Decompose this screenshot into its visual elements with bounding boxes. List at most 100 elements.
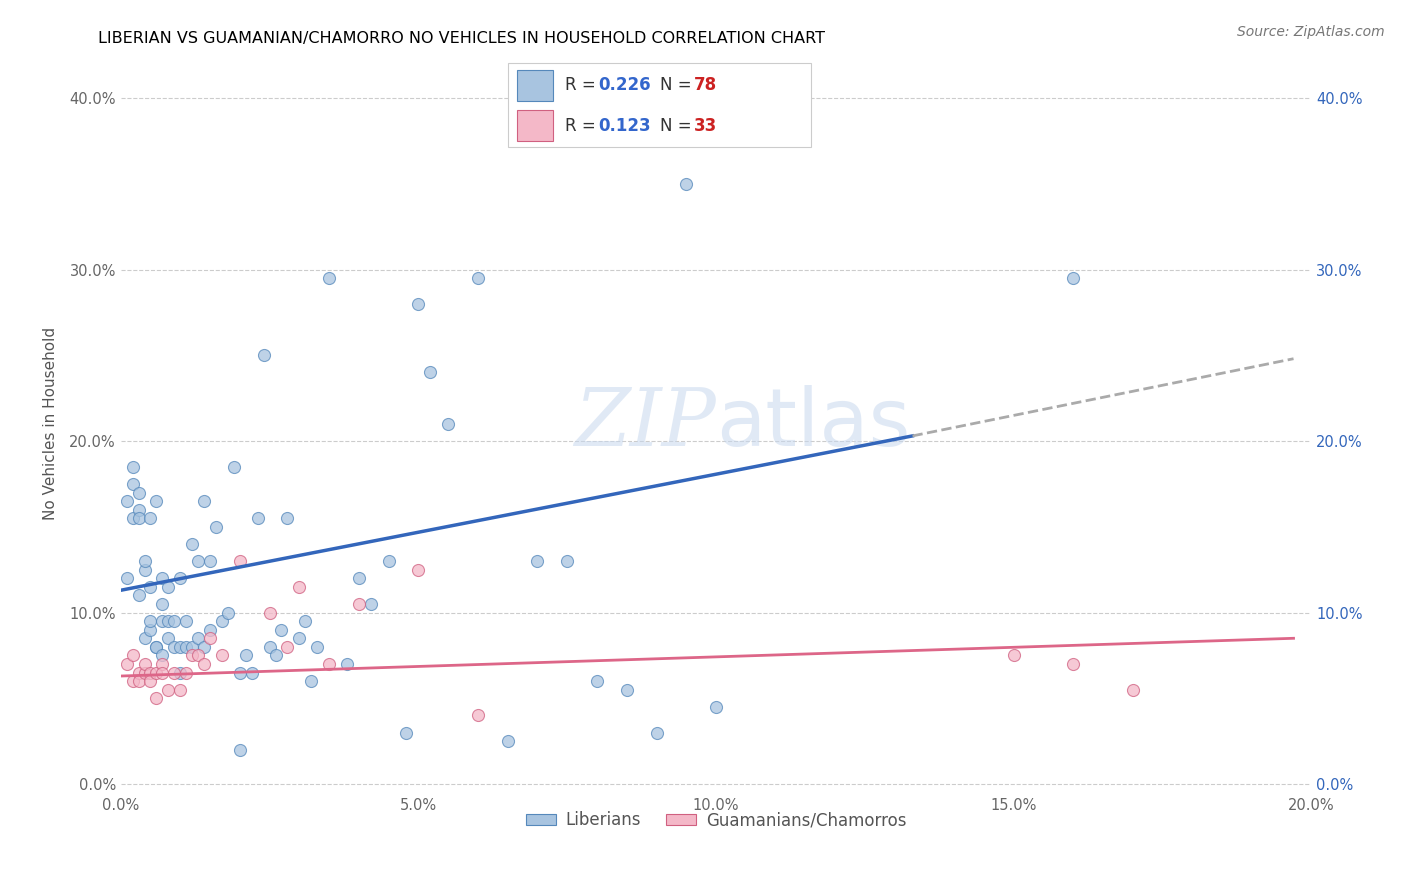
Point [235, 648, 257, 663]
Point [115, 657, 138, 671]
Point [526, 554, 548, 568]
Point [496, 734, 519, 748]
Point [229, 665, 252, 680]
Point [121, 674, 143, 689]
Point [150, 597, 173, 611]
Point [294, 614, 316, 628]
Point [264, 648, 287, 663]
Text: LIBERIAN VS GUAMANIAN/CHAMORRO NO VEHICLES IN HOUSEHOLD CORRELATION CHART: LIBERIAN VS GUAMANIAN/CHAMORRO NO VEHICL… [98, 31, 825, 46]
Y-axis label: No Vehicles in Household: No Vehicles in Household [44, 327, 58, 520]
Point [318, 657, 340, 671]
Point [211, 648, 233, 663]
Point [467, 708, 489, 723]
Point [115, 571, 138, 585]
Point [150, 665, 173, 680]
Point [139, 511, 162, 525]
Point [134, 665, 156, 680]
Text: atlas: atlas [716, 384, 911, 463]
Point [270, 623, 292, 637]
Text: 33: 33 [693, 117, 717, 135]
FancyBboxPatch shape [517, 111, 553, 142]
Point [139, 674, 162, 689]
Point [252, 348, 274, 362]
Point [222, 459, 245, 474]
Point [246, 511, 269, 525]
Point [169, 682, 191, 697]
Point [128, 674, 150, 689]
FancyBboxPatch shape [517, 70, 553, 101]
Point [134, 657, 156, 671]
Point [193, 657, 215, 671]
Point [259, 606, 281, 620]
Point [187, 632, 209, 646]
Point [121, 477, 143, 491]
Point [121, 459, 143, 474]
Point [150, 648, 173, 663]
Point [150, 657, 173, 671]
Point [181, 537, 204, 551]
Point [299, 674, 322, 689]
Point [276, 640, 298, 654]
Point [139, 623, 162, 637]
Point [181, 640, 204, 654]
Point [181, 648, 204, 663]
Point [139, 614, 162, 628]
Point [157, 632, 180, 646]
Text: N =: N = [659, 77, 697, 95]
Point [675, 177, 697, 191]
Text: 0.123: 0.123 [598, 117, 651, 135]
Point [187, 554, 209, 568]
Point [586, 674, 609, 689]
Text: R =: R = [565, 117, 600, 135]
Point [307, 640, 329, 654]
Point [128, 502, 150, 516]
Point [157, 614, 180, 628]
Point [157, 682, 180, 697]
Point [134, 554, 156, 568]
Point [1062, 271, 1084, 285]
Point [555, 554, 578, 568]
Text: 78: 78 [693, 77, 717, 95]
Text: R =: R = [565, 77, 600, 95]
Point [229, 743, 252, 757]
Point [616, 682, 638, 697]
Point [347, 571, 370, 585]
Point [163, 614, 186, 628]
Point [198, 632, 221, 646]
Point [134, 632, 156, 646]
Point [145, 640, 167, 654]
Point [150, 571, 173, 585]
Point [169, 665, 191, 680]
Point [128, 665, 150, 680]
Text: Source: ZipAtlas.com: Source: ZipAtlas.com [1237, 25, 1385, 39]
Point [211, 614, 233, 628]
Point [1062, 657, 1084, 671]
Point [115, 494, 138, 508]
Point [128, 589, 150, 603]
Point [169, 640, 191, 654]
FancyBboxPatch shape [508, 62, 811, 147]
Point [408, 563, 430, 577]
Point [128, 511, 150, 525]
Point [276, 511, 298, 525]
Point [150, 614, 173, 628]
Point [217, 606, 239, 620]
Point [205, 520, 228, 534]
Point [193, 494, 215, 508]
Point [198, 623, 221, 637]
Point [645, 725, 668, 739]
Point [437, 417, 460, 431]
Text: N =: N = [659, 117, 697, 135]
Point [347, 597, 370, 611]
Point [259, 640, 281, 654]
Point [128, 485, 150, 500]
Point [145, 691, 167, 706]
Point [377, 554, 399, 568]
Point [288, 580, 311, 594]
Point [174, 665, 197, 680]
Point [704, 699, 727, 714]
Point [174, 640, 197, 654]
Point [1122, 682, 1144, 697]
Point [157, 580, 180, 594]
Point [240, 665, 263, 680]
